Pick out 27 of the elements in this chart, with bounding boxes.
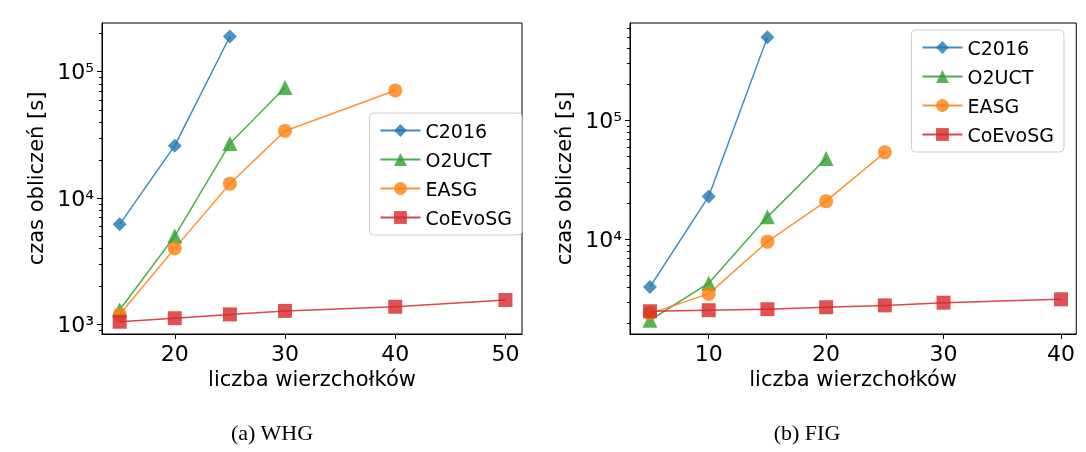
y-tick-label: 10⁴	[585, 227, 623, 253]
text: (a) WHG	[230, 419, 314, 445]
x-tick-label: 40	[381, 340, 410, 366]
x-tick-label: 50	[491, 340, 520, 366]
text: (b) FIG	[773, 419, 841, 445]
legend-label: CoEvoSG	[967, 123, 1055, 146]
x-tick-label: 40	[1047, 340, 1075, 366]
x-tick-label: 20	[812, 340, 841, 366]
y-tick-label: 10⁵	[585, 107, 622, 133]
legend-label: O2UCT	[967, 65, 1034, 88]
y-tick-label: 10⁴	[57, 185, 95, 211]
x-axis-title: liczba wierzchołków	[749, 367, 958, 392]
x-tick-label: 30	[270, 340, 299, 366]
y-axis-title: czas obliczeń [s]	[23, 91, 48, 266]
legend-label: C2016	[967, 36, 1030, 59]
legend-label: C2016	[425, 119, 488, 142]
y-axis-title: czas obliczeń [s]	[551, 91, 576, 266]
x-tick-label: 20	[160, 340, 189, 366]
x-tick-label: 10	[694, 340, 723, 366]
y-tick-label: 10⁵	[57, 59, 94, 85]
x-axis-title: liczba wierzchołków	[208, 367, 416, 392]
y-tick-label: 10³	[57, 311, 94, 337]
legend-label: EASG	[425, 177, 478, 200]
legend-label: O2UCT	[425, 148, 492, 171]
legend-label: EASG	[967, 94, 1020, 117]
legend-label: CoEvoSG	[425, 206, 513, 229]
x-tick-label: 30	[929, 340, 958, 366]
